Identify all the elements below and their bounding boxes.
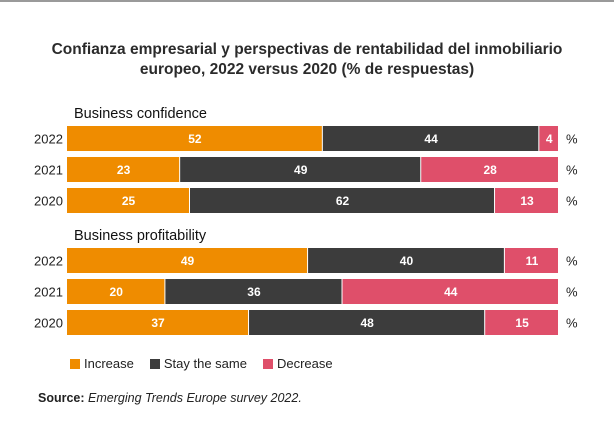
value-label-business-profitability-2022-stay-the-same: 40 (400, 254, 414, 268)
value-label-business-profitability-2021-stay-the-same: 36 (247, 285, 261, 299)
value-label-business-confidence-2022-decrease: 4 (546, 132, 553, 146)
value-label-business-profitability-2020-stay-the-same: 48 (360, 316, 374, 330)
top-rule (0, 0, 614, 2)
value-label-business-profitability-2020-decrease: 15 (515, 316, 529, 330)
legend-item-stay-the-same: Stay the same (149, 356, 247, 371)
legend-swatch-stay-the-same (149, 358, 160, 369)
bar-business-profitability-2022-increase (67, 248, 308, 273)
legend-item-increase: Increase (70, 356, 134, 371)
bar-business-confidence-2021-increase (67, 157, 180, 182)
value-label-business-confidence-2021-increase: 23 (117, 163, 131, 177)
source-label: Source: (38, 391, 85, 405)
legend-swatch-decrease (262, 358, 273, 369)
bar-business-profitability-2021-increase (67, 279, 165, 304)
bar-business-confidence-2022-increase (67, 126, 322, 151)
value-label-business-profitability-2022-decrease: 11 (526, 254, 539, 268)
unit-label-business-confidence-2022: % (566, 132, 578, 147)
legend-label-decrease: Decrease (276, 356, 333, 371)
bar-business-confidence-2021-decrease (421, 157, 558, 182)
unit-label-business-confidence-2021: % (566, 163, 578, 178)
bar-business-profitability-2021-stay-the-same (165, 279, 342, 304)
unit-label-business-confidence-2020: % (566, 194, 578, 209)
value-label-business-profitability-2020-increase: 37 (151, 316, 165, 330)
value-label-business-confidence-2020-decrease: 13 (520, 194, 534, 208)
legend-swatch-increase (70, 358, 80, 369)
value-label-business-profitability-2022-increase: 49 (181, 254, 195, 268)
bar-business-confidence-2021-stay-the-same (180, 157, 421, 182)
chart-title: Confianza empresarial y perspectivas de … (51, 41, 563, 78)
bar-business-profitability-2020-decrease (485, 310, 558, 335)
bar-business-confidence-2020-decrease (495, 188, 558, 213)
value-label-business-confidence-2021-decrease: 28 (483, 163, 497, 177)
legend-item-decrease: Decrease (262, 356, 333, 371)
legend: Increase Stay the same Decrease (70, 356, 333, 371)
year-label-business-profitability-2021: 2021 (34, 285, 63, 300)
year-label-business-confidence-2020: 2020 (34, 194, 63, 209)
unit-label-business-profitability-2022: % (566, 254, 578, 269)
source-note: Source: Emerging Trends Europe survey 20… (38, 391, 302, 405)
source-text: Emerging Trends Europe survey 2022. (88, 391, 302, 405)
bar-business-profitability-2021-decrease (342, 279, 558, 304)
bar-business-profitability-2022-stay-the-same (308, 248, 504, 273)
unit-label-business-profitability-2020: % (566, 316, 578, 331)
year-label-business-confidence-2021: 2021 (34, 163, 63, 178)
section-label-business-profitability: Business profitability (74, 228, 207, 244)
value-label-business-confidence-2020-increase: 25 (122, 194, 136, 208)
bar-business-confidence-2022-decrease (539, 126, 558, 151)
year-label-business-profitability-2022: 2022 (34, 254, 63, 269)
value-label-business-confidence-2021-stay-the-same: 49 (294, 163, 308, 177)
value-label-business-confidence-2022-stay-the-same: 44 (424, 132, 438, 146)
unit-label-business-profitability-2021: % (566, 285, 578, 300)
value-label-business-confidence-2022-increase: 52 (188, 132, 202, 146)
bar-business-confidence-2020-increase (67, 188, 189, 213)
bar-business-confidence-2022-stay-the-same (322, 126, 539, 151)
bar-business-profitability-2020-stay-the-same (249, 310, 485, 335)
legend-label-stay-the-same: Stay the same (163, 356, 247, 371)
section-label-business-confidence: Business confidence (74, 106, 207, 122)
bar-business-confidence-2020-stay-the-same (190, 188, 495, 213)
bar-business-profitability-2020-increase (67, 310, 249, 335)
legend-label-increase: Increase (84, 356, 134, 371)
value-label-business-profitability-2021-increase: 20 (110, 285, 124, 299)
year-label-business-confidence-2022: 2022 (34, 132, 63, 147)
year-label-business-profitability-2020: 2020 (34, 316, 63, 331)
value-label-business-confidence-2020-stay-the-same: 62 (336, 194, 350, 208)
bar-business-profitability-2022-decrease (504, 248, 558, 273)
value-label-business-profitability-2021-decrease: 44 (444, 285, 458, 299)
